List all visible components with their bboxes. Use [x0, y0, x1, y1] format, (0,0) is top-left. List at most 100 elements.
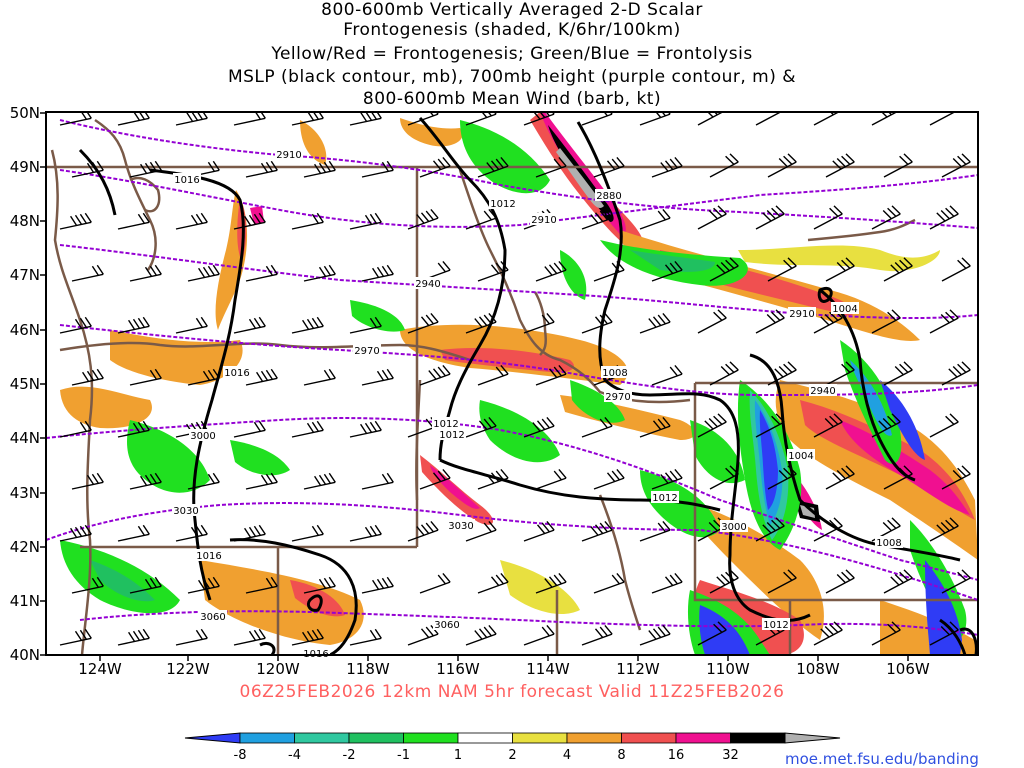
- colorbar-tick-label: 16: [668, 748, 685, 763]
- wind-barb: [303, 160, 336, 178]
- svg-text:1016: 1016: [224, 368, 249, 379]
- wind-barb: [651, 364, 683, 386]
- wind-barb: [639, 624, 671, 646]
- wind-barb: [755, 413, 785, 438]
- wind-barb: [59, 112, 92, 126]
- wind-barb: [361, 472, 394, 490]
- height-label: 2910: [275, 148, 303, 161]
- svg-text:1016: 1016: [196, 551, 221, 562]
- wind-barb: [477, 260, 509, 282]
- svg-text:1008: 1008: [876, 538, 901, 549]
- wind-barb: [187, 576, 220, 594]
- height-label: 3060: [433, 618, 461, 631]
- wind-barb: [929, 112, 957, 126]
- wind-barb: [303, 264, 336, 282]
- wind-barb: [825, 569, 855, 594]
- wind-barb: [593, 260, 625, 282]
- wind-barb: [303, 472, 336, 490]
- wind-barb: [59, 420, 92, 438]
- wind-barb: [709, 361, 739, 386]
- lat-label: 41N: [9, 592, 40, 610]
- height-label: 2910: [788, 307, 816, 320]
- title-line-2: Frontogenesis (shaded, K/6hr/100km): [343, 20, 681, 40]
- wind-barb: [349, 316, 382, 334]
- colorbar-tick-label: 1: [454, 748, 462, 763]
- svg-text:1012: 1012: [490, 199, 515, 210]
- wind-barb: [871, 413, 901, 438]
- lon-label: 124W: [78, 660, 122, 678]
- wind-barb: [767, 569, 797, 594]
- svg-text:1016: 1016: [174, 175, 199, 186]
- wind-barb: [291, 524, 324, 542]
- wind-barb: [755, 309, 785, 334]
- wind-barb: [755, 112, 783, 126]
- mslp-label: 1016: [195, 549, 223, 562]
- wind-barb: [871, 621, 901, 646]
- wind-barb: [871, 112, 899, 126]
- height-label: 3030: [447, 519, 475, 532]
- wind-barb: [233, 112, 266, 126]
- lat-label: 47N: [9, 266, 40, 284]
- wind-barb: [291, 112, 324, 126]
- wind-barb: [581, 624, 613, 646]
- wind-barb: [709, 257, 739, 282]
- svg-text:1004: 1004: [788, 451, 813, 462]
- wind-barb: [639, 312, 671, 334]
- svg-text:1012: 1012: [652, 493, 677, 504]
- svg-text:1012: 1012: [433, 419, 458, 430]
- wind-barb: [581, 416, 613, 438]
- wind-barb: [361, 160, 394, 178]
- lat-label: 43N: [9, 484, 40, 502]
- wind-barb: [593, 468, 625, 490]
- mslp-label: 1012: [489, 197, 517, 210]
- wind-barb: [71, 368, 104, 386]
- mslp-label: 1012: [432, 417, 460, 430]
- wind-barb: [813, 112, 841, 126]
- mslp-label: 1016: [173, 173, 201, 186]
- wind-barb: [941, 153, 971, 178]
- colorbar-tick-label: 2: [508, 748, 516, 763]
- wind-barb: [929, 621, 959, 646]
- wind-barb: [233, 316, 266, 334]
- wind-barb: [477, 156, 509, 178]
- wind-barb: [465, 312, 497, 334]
- wind-barb: [303, 576, 336, 594]
- wind-barb: [523, 112, 555, 126]
- wind-barb: [651, 468, 683, 490]
- wind-barb: [117, 628, 150, 646]
- wind-barb: [233, 420, 266, 438]
- lon-label: 116W: [436, 660, 480, 678]
- wind-barb: [883, 465, 913, 490]
- wind-barb: [523, 624, 555, 646]
- wind-barb: [535, 156, 567, 178]
- wind-barb: [71, 576, 104, 594]
- wind-barb: [349, 420, 382, 438]
- wind-barb: [581, 112, 613, 126]
- wind-barb: [767, 153, 797, 178]
- wind-barb: [233, 524, 266, 542]
- svg-text:2970: 2970: [354, 346, 379, 357]
- mslp-label: 1004: [787, 449, 815, 462]
- wind-barb: [593, 572, 625, 594]
- wind-barb: [419, 468, 451, 490]
- frontogenesis-map: 1016 1012 1008 1004 1012 1012 1012 1016 …: [40, 111, 979, 661]
- wind-barb: [233, 628, 266, 646]
- wind-barb: [709, 569, 739, 594]
- wind-barb: [419, 156, 451, 178]
- wind-barb: [755, 205, 785, 230]
- mslp-label: 1008: [875, 536, 903, 549]
- wind-barb: [361, 576, 394, 594]
- wind-barb: [651, 260, 683, 282]
- colorbar-labels: -8 -4 -2 -1 1 2 4 8 16 32: [234, 748, 739, 763]
- wind-barb: [175, 316, 208, 334]
- svg-text:3030: 3030: [173, 506, 198, 517]
- height-label: 3000: [189, 429, 217, 442]
- lon-label: 108W: [796, 660, 840, 678]
- axis-ticks: [40, 112, 909, 661]
- wind-barb: [187, 368, 220, 386]
- wind-barb: [129, 472, 162, 490]
- height-label: 3030: [172, 504, 200, 517]
- wind-barb: [709, 465, 739, 490]
- wind-barb: [929, 517, 959, 542]
- wind-barb: [871, 517, 901, 542]
